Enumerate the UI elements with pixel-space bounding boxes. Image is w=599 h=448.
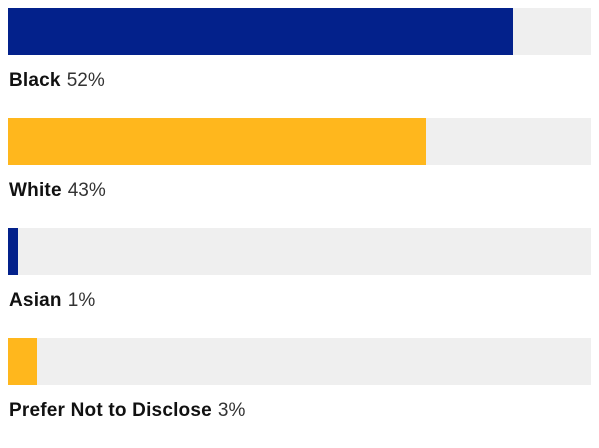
bar-label: White 43% xyxy=(9,178,106,204)
category-label: Black xyxy=(9,70,61,91)
bar xyxy=(8,338,37,385)
value-label: 1% xyxy=(67,290,96,311)
bar-label: Black 52% xyxy=(9,68,105,94)
bar-row: White 43% xyxy=(8,118,591,228)
bar-label: Asian 1% xyxy=(9,288,95,314)
bar-row: Asian 1% xyxy=(8,228,591,338)
value-label: 43% xyxy=(67,180,106,201)
bar xyxy=(8,8,513,55)
value-label: 3% xyxy=(217,400,246,421)
demographics-bar-chart: Black 52% White 43% Asian 1% Prefer Not to Dis… xyxy=(8,8,591,448)
category-label: White xyxy=(9,180,62,201)
bar-row: Black 52% xyxy=(8,8,591,118)
value-label: 52% xyxy=(66,70,105,91)
bar-track xyxy=(8,8,591,55)
category-label: Prefer Not to Disclose xyxy=(9,400,212,421)
bar-track xyxy=(8,118,591,165)
bar xyxy=(8,228,18,275)
bar-track xyxy=(8,228,591,275)
bar-row: Prefer Not to Disclose 3% xyxy=(8,338,591,448)
bar-label: Prefer Not to Disclose 3% xyxy=(9,398,245,424)
bar-track xyxy=(8,338,591,385)
category-label: Asian xyxy=(9,290,62,311)
bar xyxy=(8,118,426,165)
